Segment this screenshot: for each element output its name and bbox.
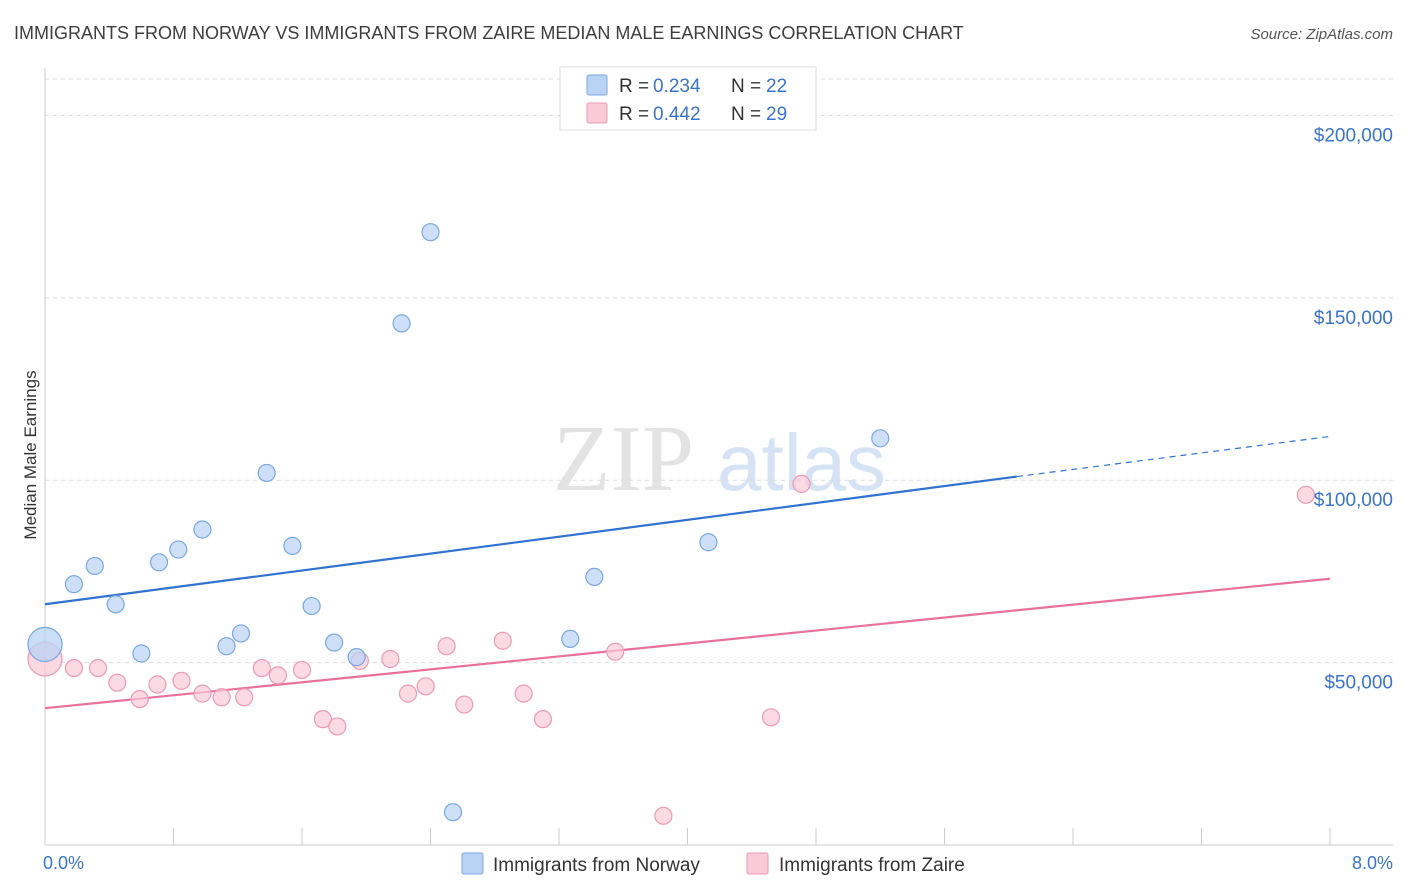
watermark-atlas: atlas: [717, 418, 886, 507]
legend-swatch-norway: [586, 74, 608, 96]
data-points: [27, 223, 1316, 825]
point-zaire-1: [64, 658, 84, 678]
point-zaire-13: [313, 710, 332, 729]
point-zaire-3: [108, 673, 127, 692]
point-zaire-26: [761, 708, 781, 727]
point-zaire-28: [1296, 485, 1316, 504]
point-zaire-25: [654, 806, 673, 825]
point-zaire-14: [328, 717, 347, 736]
point-zaire-16: [381, 649, 400, 669]
axes: [44, 68, 1393, 846]
x-tick-label-right: 8.0%: [1352, 853, 1393, 873]
point-norway-0: [27, 626, 63, 662]
chart-title: IMMIGRANTS FROM NORWAY VS IMMIGRANTS FRO…: [14, 23, 964, 43]
point-norway-6: [169, 540, 188, 559]
point-norway-4: [132, 644, 151, 663]
y-tick-label-1: $150,000: [1314, 308, 1393, 329]
bottom-legend-label-norway: Immigrants from Norway: [493, 855, 700, 876]
point-zaire-27: [792, 474, 811, 493]
y-tick-label-0: $200,000: [1314, 125, 1393, 146]
point-norway-7: [193, 520, 212, 539]
gridlines: [45, 78, 1393, 664]
legend-r-value-norway: 0.234: [653, 76, 701, 97]
point-norway-17: [443, 803, 463, 822]
point-zaire-5: [148, 675, 167, 694]
trend-lines: [44, 435, 1331, 710]
point-zaire-6: [172, 671, 191, 690]
point-zaire-20: [455, 695, 474, 714]
chart-source: Source: ZipAtlas.com: [1250, 26, 1393, 43]
legend-r-label-norway: R =: [619, 76, 649, 97]
point-norway-5: [149, 553, 169, 572]
bottom-legend-label-zaire: Immigrants from Zaire: [779, 855, 965, 876]
watermark-zip: ZIP: [553, 407, 694, 511]
point-zaire-24: [606, 642, 625, 661]
trend-line-zaire: [44, 577, 1331, 710]
point-zaire-12: [292, 660, 312, 680]
legend-r-value-zaire: 0.442: [653, 104, 701, 125]
legend-n-label-zaire: N =: [731, 104, 761, 125]
point-zaire-19: [437, 637, 456, 656]
point-zaire-17: [398, 684, 418, 703]
point-norway-21: [871, 429, 890, 448]
point-norway-9: [231, 624, 251, 643]
point-zaire-18: [416, 677, 435, 696]
point-norway-14: [347, 648, 366, 667]
bottom-legend-swatch-zaire: [746, 852, 769, 875]
point-norway-10: [257, 463, 276, 483]
point-norway-1: [64, 575, 84, 594]
point-norway-16: [421, 223, 440, 242]
trend-line-norway-extension: [1016, 435, 1331, 478]
legend-swatch-zaire: [586, 102, 608, 124]
point-zaire-7: [193, 684, 212, 703]
top-legend: R = 0.234 N = 22 R = 0.442 N = 29: [559, 66, 817, 131]
y-tick-label-2: $100,000: [1314, 490, 1393, 511]
bottom-legend: Immigrants from Norway Immigrants from Z…: [461, 852, 965, 876]
y-tick-label-3: $50,000: [1324, 673, 1393, 694]
point-zaire-9: [235, 688, 254, 707]
point-norway-20: [699, 533, 718, 552]
point-norway-18: [561, 629, 580, 649]
point-norway-13: [325, 633, 344, 652]
x-tick-label-left: 0.0%: [43, 853, 84, 873]
point-norway-19: [585, 567, 604, 587]
watermark: ZIP atlas: [553, 407, 886, 511]
point-zaire-4: [130, 689, 149, 709]
point-zaire-11: [268, 666, 288, 685]
point-zaire-10: [252, 658, 271, 678]
trend-line-norway: [44, 475, 1017, 606]
legend-n-value-zaire: 29: [766, 104, 787, 125]
legend-n-label-norway: N =: [731, 76, 761, 97]
point-zaire-8: [212, 688, 231, 707]
point-norway-3: [106, 595, 125, 614]
point-norway-15: [392, 314, 411, 333]
legend-n-value-norway: 22: [766, 76, 787, 97]
point-norway-11: [283, 536, 302, 555]
y-axis-label: Median Male Earnings: [21, 370, 40, 539]
point-zaire-23: [533, 710, 553, 729]
point-zaire-22: [514, 684, 533, 703]
legend-r-label-zaire: R =: [619, 104, 649, 125]
point-norway-12: [302, 596, 321, 616]
bottom-legend-swatch-norway: [461, 852, 484, 875]
y-tick-labels: $200,000 $150,000 $100,000 $50,000: [1314, 125, 1393, 693]
point-norway-2: [85, 556, 104, 576]
point-zaire-2: [88, 658, 108, 678]
point-zaire-21: [493, 631, 512, 650]
point-norway-8: [217, 637, 236, 656]
